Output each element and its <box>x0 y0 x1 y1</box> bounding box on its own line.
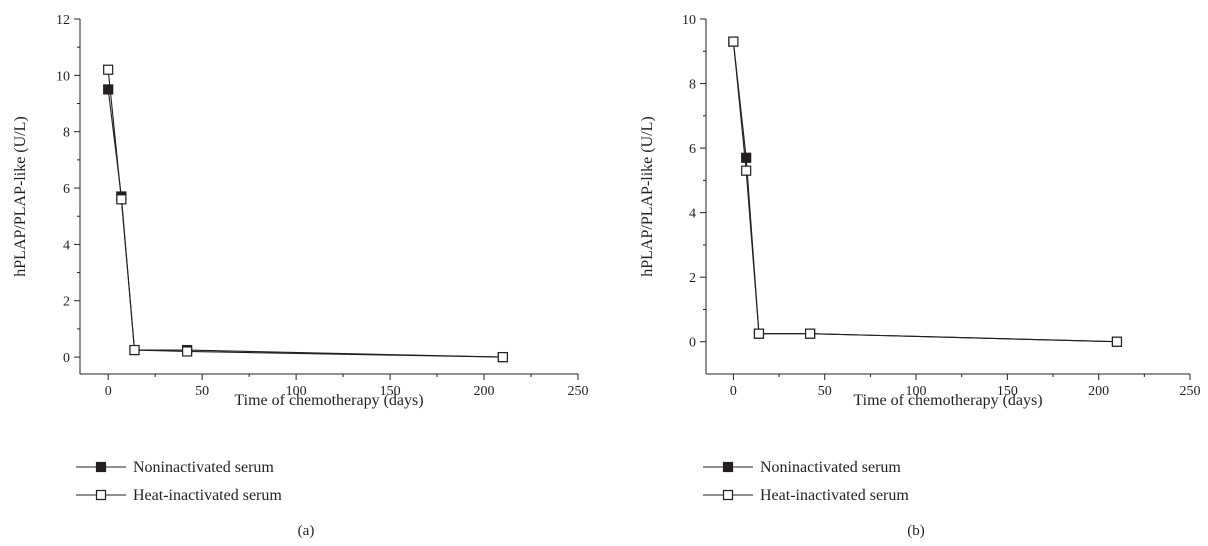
legend-marker <box>95 489 107 501</box>
x-tick-label: 150 <box>380 384 401 399</box>
x-tick-label: 100 <box>286 384 307 399</box>
y-tick-label: 6 <box>63 182 70 197</box>
x-tick-label: 100 <box>906 384 927 399</box>
y-tick-label: 6 <box>689 142 696 157</box>
data-point <box>129 344 140 356</box>
data-point <box>1111 336 1123 347</box>
y-tick-label: 4 <box>63 238 70 253</box>
legend-label: Heat-inactivated serum <box>760 487 909 504</box>
data-point <box>103 64 114 75</box>
series-line-2 <box>107 69 503 358</box>
data-point <box>103 84 114 95</box>
y-tick-label: 2 <box>689 271 696 286</box>
legend-marker <box>722 461 734 473</box>
x-tick-label: 250 <box>1180 384 1201 399</box>
y-tick-label: 0 <box>689 336 696 351</box>
x-tick-label: 150 <box>997 384 1018 399</box>
series-line-1 <box>732 41 1117 343</box>
data-point <box>741 152 752 163</box>
legend-marker <box>95 461 107 473</box>
legend-label: Noninactivated serum <box>760 459 901 476</box>
y-tick-label: 2 <box>63 295 70 310</box>
y-tick-label: 4 <box>689 207 696 222</box>
x-tick-label: 50 <box>195 384 209 399</box>
data-point <box>116 194 127 205</box>
data-point <box>741 165 752 176</box>
panel-label: (b) <box>907 523 925 539</box>
y-tick-label: 10 <box>682 13 696 28</box>
y-axis-title: hPLAP/PLAP-like (U/L) <box>639 116 656 276</box>
y-tick-label: 0 <box>63 351 70 366</box>
data-point <box>182 346 193 357</box>
x-tick-label: 0 <box>105 384 112 399</box>
x-axis-title: Time of chemotherapy (days) <box>853 392 1042 409</box>
y-tick-label: 8 <box>63 126 70 141</box>
legend-label: Noninactivated serum <box>133 459 274 476</box>
series-line-1 <box>107 89 503 358</box>
y-axis-title: hPLAP/PLAP-like (U/L) <box>12 116 29 276</box>
y-tick-label: 10 <box>56 69 70 84</box>
legend-label: Heat-inactivated serum <box>133 487 282 504</box>
x-tick-label: 200 <box>474 384 495 399</box>
x-tick-label: 250 <box>568 384 589 399</box>
panel-label: (a) <box>298 523 315 539</box>
y-tick-label: 12 <box>56 13 70 28</box>
data-point <box>728 36 739 47</box>
x-tick-label: 50 <box>818 384 832 399</box>
chart-panel-a: 0 2 4 6 8 10 12 0 50 100 150 200 250 Time of chemothe… <box>12 13 589 539</box>
legend-marker <box>722 489 734 501</box>
x-tick-label: 0 <box>730 384 737 399</box>
data-point <box>805 328 816 339</box>
y-tick-label: 8 <box>689 78 696 93</box>
data-point <box>497 351 508 363</box>
x-tick-label: 200 <box>1088 384 1109 399</box>
x-axis-title: Time of chemotherapy (days) <box>234 392 423 409</box>
data-point <box>753 328 765 339</box>
series-line-2 <box>732 41 1117 343</box>
